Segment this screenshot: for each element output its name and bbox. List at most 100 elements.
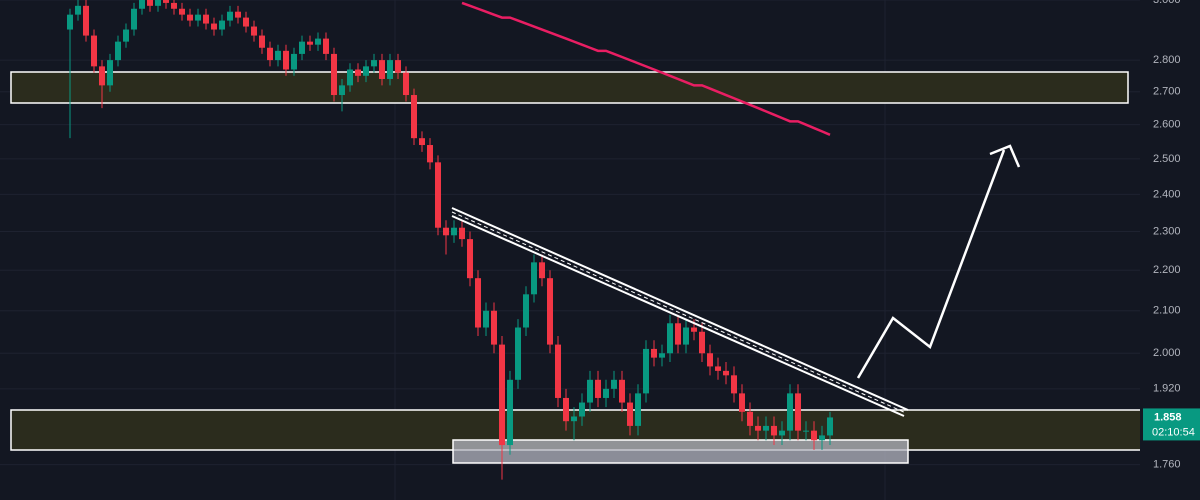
candle-body (427, 145, 433, 163)
resistance-zone (10, 71, 1129, 104)
candle-body (451, 227, 457, 236)
candle-body (827, 417, 833, 436)
candle-body (603, 388, 609, 398)
candle-body (747, 411, 753, 426)
candle-body (755, 425, 761, 431)
candle-body (779, 430, 785, 436)
candle-body (163, 0, 169, 3)
candle-body (147, 0, 153, 6)
trendline (451, 215, 905, 417)
candle-body (651, 348, 657, 358)
candle-body (467, 239, 473, 279)
y-tick-label: 2.500 (1153, 153, 1181, 165)
y-tick-label: 2.400 (1153, 188, 1181, 200)
candle-body (619, 379, 625, 403)
candle-body (83, 5, 89, 36)
candle-body (499, 344, 505, 446)
candle-body (475, 278, 481, 328)
demand-box (452, 439, 909, 464)
candle-body (523, 294, 529, 328)
candle-body (195, 14, 201, 21)
candle-body (787, 393, 793, 431)
candle-body (299, 41, 305, 54)
candle-body (235, 11, 241, 18)
candle-body (691, 327, 697, 332)
candle-body (707, 353, 713, 367)
candle-body (315, 38, 321, 45)
candle-body (459, 227, 465, 240)
candle-body (75, 5, 81, 15)
y-tick-label: 2.600 (1153, 119, 1181, 131)
candle-body (627, 402, 633, 426)
candle-body (307, 41, 313, 45)
candle-body (187, 14, 193, 21)
y-tick-label: 2.700 (1153, 86, 1181, 98)
candle-body (699, 331, 705, 354)
candle-body (715, 366, 721, 371)
candle-body (659, 353, 665, 358)
candle-body (555, 344, 561, 398)
candle-body (731, 375, 737, 394)
y-tick-label: 1.920 (1153, 383, 1181, 395)
candle-body (763, 425, 769, 431)
candle-body (243, 17, 249, 27)
candle-body (411, 95, 417, 139)
candle-body (155, 0, 161, 6)
axis-labels: 1.760 1.920 2.000 2.100 2.200 2.300 2.400 2.500… (1153, 0, 1181, 471)
candle-body (795, 393, 801, 431)
last-price: 1.858 (1154, 411, 1182, 423)
arrow-head (989, 144, 1021, 168)
candle-body (811, 430, 817, 441)
candle-body (587, 379, 593, 403)
y-tick-label: 3.000 (1153, 0, 1181, 6)
candle-body (347, 69, 353, 86)
candle-body (387, 60, 393, 79)
candle-body (579, 402, 585, 417)
candle-body (363, 66, 369, 76)
candle-body (131, 8, 137, 30)
candle-body (99, 66, 105, 86)
candle-body (419, 138, 425, 146)
candle-body (395, 60, 401, 73)
candle-body (107, 60, 113, 86)
y-tick-label: 2.000 (1153, 347, 1181, 359)
y-tick-label: 2.200 (1153, 264, 1181, 276)
grid (0, 0, 1140, 466)
candle-body (283, 50, 289, 70)
moving-average (461, 1, 831, 136)
y-tick-label: 2.800 (1153, 54, 1181, 66)
candle-body (803, 430, 809, 432)
candle-body (171, 2, 177, 9)
projection-arrow (856, 149, 1006, 379)
candle-body (723, 370, 729, 376)
candle-body (531, 262, 537, 295)
candle-body (67, 14, 73, 30)
candle-body (179, 8, 185, 15)
candle-body (251, 26, 257, 36)
candle-body (435, 162, 441, 228)
candle-body (675, 323, 681, 345)
candle-body (771, 425, 777, 436)
candle-body (331, 53, 337, 96)
countdown: 02:10:54 (1152, 426, 1195, 438)
candle-body (115, 41, 121, 61)
candle-body (483, 310, 489, 328)
candle-body (139, 0, 145, 9)
candle-body (123, 29, 129, 42)
y-tick-label: 2.100 (1153, 305, 1181, 317)
candle-body (379, 60, 385, 79)
candle-body (683, 327, 689, 345)
candles (67, 0, 833, 480)
candle-body (219, 20, 225, 30)
candle-body (491, 310, 497, 345)
candle-body (339, 85, 345, 96)
candle-body (323, 38, 329, 54)
candle-body (203, 14, 209, 24)
candle-body (563, 397, 569, 422)
candle-body (371, 60, 377, 67)
candle-body (91, 35, 97, 67)
trendline-mid (451, 211, 907, 414)
last-price-box (1143, 408, 1200, 441)
candle-body (595, 379, 601, 398)
